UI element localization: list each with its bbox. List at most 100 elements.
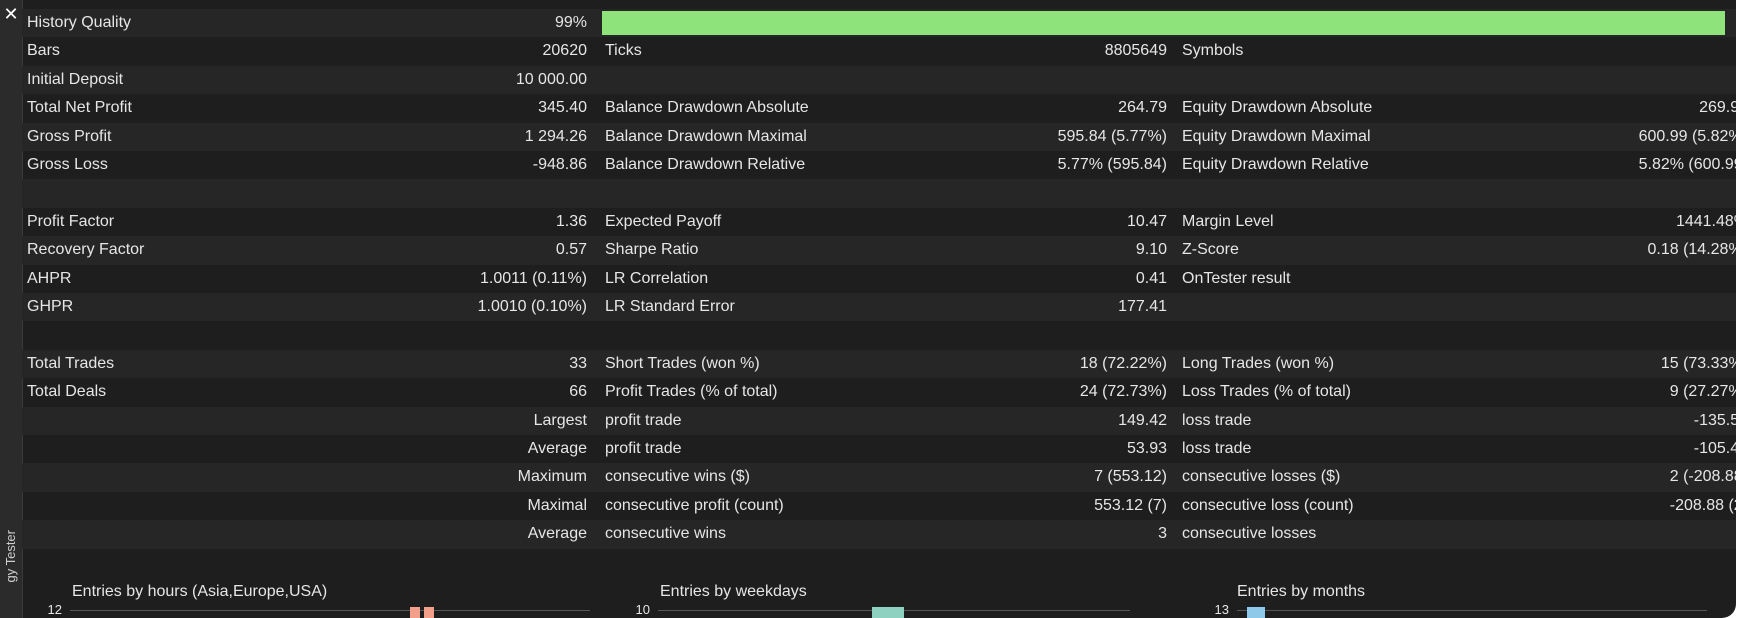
report-row: AHPR 1.0011 (0.11%) LR Correlation 0.41 OnTe… (22, 265, 1736, 293)
row-value-v1: Maximal (527, 496, 587, 514)
row-label-c1: GHPR (27, 298, 74, 315)
row-label-c2: Balance Drawdown Relative (605, 156, 806, 173)
report-row: Total Trades 33 Short Trades (won %) 18 (72… (22, 349, 1736, 379)
row-value-v3: -135.52 (1693, 411, 1736, 429)
row-value-v1: 1.36 (555, 212, 587, 230)
row-label-c2: consecutive wins (605, 525, 726, 543)
row-value-v1: 10 000.00 (515, 70, 587, 88)
row-value-v2: 3 (1158, 525, 1167, 543)
row-value-v3: 269.94 (1699, 99, 1736, 117)
row-value-v1: 0.57 (555, 241, 587, 259)
row-value-v2: 53.93 (1126, 440, 1167, 457)
row-label-c2: LR Correlation (605, 269, 709, 287)
row-value-v2: 18 (72.22%) (1079, 354, 1167, 372)
chart-ymax-hours: 12 (47, 602, 62, 617)
row-value-v2: 24 (72.73%) (1079, 383, 1167, 401)
row-value-v2: 5.77% (595.84) (1057, 156, 1167, 173)
chart-bar-hours-2 (424, 607, 434, 618)
row-label-c3: Loss Trades (% of total) (1182, 383, 1351, 401)
report-row: Profit Factor 1.36 Expected Payoff 10.47 Mar… (22, 208, 1736, 236)
chart-ymax-months: 13 (1214, 602, 1229, 617)
row-value-v1: 33 (569, 354, 587, 372)
row-value-v2: 177.41 (1118, 298, 1167, 315)
report-row (22, 549, 1736, 577)
row-label-c1: Total Net Profit (27, 99, 132, 117)
report-row: Initial Deposit 10 000.00 (22, 65, 1736, 95)
row-value-v2: 8805649 (1104, 42, 1167, 60)
row-label-c1: Recovery Factor (27, 241, 145, 259)
row-label-c3: consecutive losses (1182, 525, 1317, 543)
row-label-c2: Ticks (605, 42, 642, 60)
row-label-c1: Profit Factor (27, 212, 115, 230)
row-value-v1: -948.86 (532, 156, 587, 173)
row-value-v2: 0.41 (1135, 269, 1167, 287)
chart-axis-months (1237, 610, 1707, 611)
report-row: History Quality 99% (22, 9, 1736, 38)
report-row: Maximal consecutive profit (count) 553.12 … (22, 492, 1736, 520)
report-row: Average consecutive wins 3 consecutive loss… (22, 520, 1736, 549)
row-value-v3: 1441.48% (1675, 212, 1736, 230)
row-value-v1: Average (527, 525, 587, 543)
report-row: Recovery Factor 0.57 Sharpe Ratio 9.10 Z-Sco… (22, 236, 1736, 265)
row-label-c1: AHPR (27, 269, 72, 287)
row-value-v1: 66 (569, 383, 587, 401)
report-row: Bars 20620 Ticks 8805649 Symbols 1 (22, 37, 1736, 65)
row-value-v1: 1.0011 (0.11%) (479, 269, 587, 287)
row-value-v3: 1 (1422, 520, 1736, 548)
row-label-c3: OnTester result (1182, 269, 1291, 287)
row-value-v2: 9.10 (1135, 241, 1167, 259)
row-label-c1: Total Trades (27, 354, 115, 372)
row-label-c3: Margin Level (1182, 212, 1274, 230)
row-value-v2: 595.84 (5.77%) (1057, 127, 1167, 145)
row-value-v1: Largest (533, 411, 587, 429)
report-row: Total Net Profit 345.40 Balance Drawdown A… (22, 94, 1736, 122)
row-value-v1: Average (527, 440, 587, 457)
row-label-c1: History Quality (27, 14, 132, 31)
row-label-c2: Sharpe Ratio (605, 241, 699, 259)
row-label-c3: Z-Score (1182, 241, 1239, 259)
row-value-v3: 15 (73.33%) (1660, 354, 1736, 372)
row-value-v2: 7 (553.12) (1094, 468, 1167, 486)
row-value-v1: 1 294.26 (524, 127, 587, 145)
row-value-v3: 600.99 (5.82%) (1638, 127, 1736, 145)
row-value-v2: 10.47 (1126, 212, 1167, 230)
chart-title-hours: Entries by hours (Asia,Europe,USA) (72, 583, 328, 600)
history-quality-bar (602, 11, 1725, 35)
row-label-c2: profit trade (605, 440, 682, 457)
row-value-v2: 553.12 (7) (1094, 496, 1167, 514)
row-label-c2: Short Trades (won %) (605, 354, 760, 372)
row-label-c2: profit trade (605, 411, 682, 429)
row-value-v1: Maximum (517, 468, 587, 486)
chart-bar-hours-1 (410, 607, 420, 618)
row-value-v3: 1 (1422, 37, 1736, 65)
row-label-c3: loss trade (1182, 411, 1252, 429)
row-label-c3: consecutive loss (count) (1182, 496, 1354, 514)
row-label-c1: Gross Profit (27, 127, 112, 145)
row-label-c1: Total Deals (27, 383, 107, 401)
row-value-v3: 2 (-208.88) (1669, 468, 1736, 486)
row-label-c2: LR Standard Error (605, 298, 735, 315)
chart-title-weekdays: Entries by weekdays (660, 583, 807, 600)
close-icon[interactable]: ✕ (3, 4, 19, 24)
row-label-c2: Balance Drawdown Absolute (605, 99, 809, 117)
report-row: Largest profit trade 149.42 loss trade -135.… (22, 406, 1736, 435)
side-panel: ✕ gy Tester (0, 0, 23, 618)
row-value-v1: 345.40 (538, 99, 587, 117)
report-row (22, 179, 1736, 208)
row-value-v3: -105.43 (1693, 440, 1736, 457)
report-row (22, 321, 1736, 349)
row-value-v2: 149.42 (1118, 411, 1167, 429)
row-label-c3: Equity Drawdown Maximal (1182, 127, 1371, 145)
chart-ymax-weekdays: 10 (635, 602, 650, 617)
row-label-c3: loss trade (1182, 440, 1252, 457)
chart-title-months: Entries by months (1237, 583, 1366, 600)
row-label-c2: consecutive profit (count) (605, 496, 784, 514)
chart-axis-hours (70, 610, 590, 611)
row-label-c3: Symbols (1182, 42, 1244, 60)
row-value-v1: 1.0010 (0.10%) (477, 298, 587, 315)
report-row: Maximum consecutive wins ($) 7 (553.12) con… (22, 463, 1736, 492)
report-row: Average profit trade 53.93 loss trade -105.4… (22, 435, 1736, 463)
report-row: Total Deals 66 Profit Trades (% of total) 2… (22, 378, 1736, 406)
report-table: History Quality 99% Bars 20620 Ticks 8805649 S… (22, 9, 1736, 618)
row-value-v3: 5.82% (600.99) (1638, 156, 1736, 173)
